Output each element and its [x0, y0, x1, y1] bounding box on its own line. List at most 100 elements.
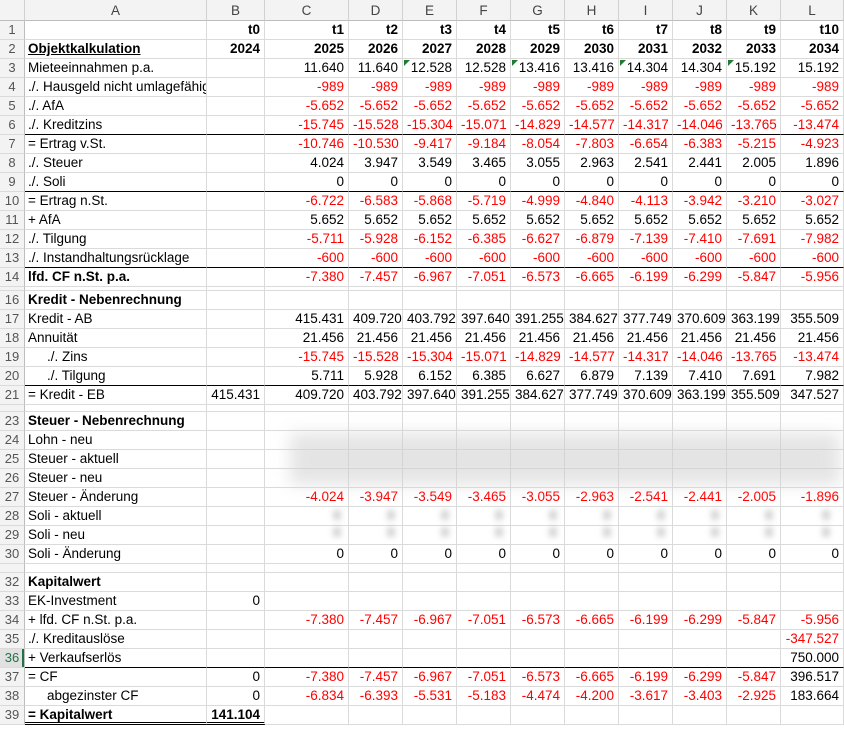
cell-K16[interactable]: [727, 291, 781, 310]
cell-D22[interactable]: [349, 405, 403, 412]
cell-I27[interactable]: -2.541: [619, 488, 673, 507]
cell-C37[interactable]: -7.380: [265, 668, 349, 687]
cell-G30[interactable]: 0: [511, 545, 565, 564]
cell-C2[interactable]: 2025: [265, 40, 349, 59]
cell-G39[interactable]: [511, 706, 565, 725]
cell-E21[interactable]: 397.640: [403, 386, 457, 405]
cell-J34[interactable]: -6.299: [673, 611, 727, 630]
cell-J9[interactable]: 0: [673, 173, 727, 192]
cell-F6[interactable]: -15.071: [457, 116, 511, 135]
cell-J12[interactable]: -7.410: [673, 230, 727, 249]
cell-I37[interactable]: -6.199: [619, 668, 673, 687]
cell-D31[interactable]: [349, 564, 403, 573]
cell-C13[interactable]: -600: [265, 249, 349, 268]
cell-L17[interactable]: 355.509: [781, 310, 844, 329]
cell-G33[interactable]: [511, 592, 565, 611]
cell-F2[interactable]: 2028: [457, 40, 511, 59]
cell-A14[interactable]: lfd. CF n.St. p.a.: [25, 268, 207, 287]
cell-D7[interactable]: -10.530: [349, 135, 403, 154]
cell-I4[interactable]: -989: [619, 78, 673, 97]
cell-I35[interactable]: [619, 630, 673, 649]
row-header-1[interactable]: 1: [0, 21, 25, 40]
cell-L4[interactable]: -989: [781, 78, 844, 97]
cell-G37[interactable]: -6.573: [511, 668, 565, 687]
cell-F29[interactable]: [457, 526, 511, 545]
cell-H27[interactable]: -2.963: [565, 488, 619, 507]
cell-H8[interactable]: 2.963: [565, 154, 619, 173]
cell-G17[interactable]: 391.255: [511, 310, 565, 329]
cell-J19[interactable]: -14.046: [673, 348, 727, 367]
cell-F12[interactable]: -6.385: [457, 230, 511, 249]
cell-H10[interactable]: -4.840: [565, 192, 619, 211]
cell-K21[interactable]: 355.509: [727, 386, 781, 405]
cell-I17[interactable]: 377.749: [619, 310, 673, 329]
cell-C34[interactable]: -7.380: [265, 611, 349, 630]
cell-J7[interactable]: -6.383: [673, 135, 727, 154]
cell-B19[interactable]: [207, 348, 265, 367]
cell-J23[interactable]: [673, 412, 727, 431]
cell-E33[interactable]: [403, 592, 457, 611]
cell-G7[interactable]: -8.054: [511, 135, 565, 154]
cell-L14[interactable]: -5.956: [781, 268, 844, 287]
column-header-D[interactable]: D: [349, 0, 403, 21]
cell-H22[interactable]: [565, 405, 619, 412]
cell-D28[interactable]: [349, 507, 403, 526]
cell-B2[interactable]: 2024: [207, 40, 265, 59]
cell-E27[interactable]: -3.549: [403, 488, 457, 507]
row-header-36[interactable]: 36: [0, 649, 25, 668]
cell-A7[interactable]: = Ertrag v.St.: [25, 135, 207, 154]
cell-B5[interactable]: [207, 97, 265, 116]
column-header-G[interactable]: G: [511, 0, 565, 21]
cell-J28[interactable]: [673, 507, 727, 526]
cell-C30[interactable]: 0: [265, 545, 349, 564]
cell-B33[interactable]: 0: [207, 592, 265, 611]
cell-D9[interactable]: 0: [349, 173, 403, 192]
cell-H7[interactable]: -7.803: [565, 135, 619, 154]
cell-C1[interactable]: t1: [265, 21, 349, 40]
column-header-J[interactable]: J: [673, 0, 727, 21]
cell-B35[interactable]: [207, 630, 265, 649]
cell-B26[interactable]: [207, 469, 265, 488]
cell-E7[interactable]: -9.417: [403, 135, 457, 154]
cell-A31[interactable]: [25, 564, 207, 573]
cell-D11[interactable]: 5.652: [349, 211, 403, 230]
cell-F13[interactable]: -600: [457, 249, 511, 268]
cell-L21[interactable]: 347.527: [781, 386, 844, 405]
cell-D23[interactable]: [349, 412, 403, 431]
cell-K1[interactable]: t9: [727, 21, 781, 40]
cell-H38[interactable]: -4.200: [565, 687, 619, 706]
cell-G22[interactable]: [511, 405, 565, 412]
row-header-6[interactable]: 6: [0, 116, 25, 135]
cell-H19[interactable]: -14.577: [565, 348, 619, 367]
cell-K3[interactable]: 15.192: [727, 59, 781, 78]
cell-B18[interactable]: [207, 329, 265, 348]
row-header-11[interactable]: 11: [0, 211, 25, 230]
cell-C27[interactable]: -4.024: [265, 488, 349, 507]
cell-G29[interactable]: [511, 526, 565, 545]
cell-H18[interactable]: 21.456: [565, 329, 619, 348]
cell-K31[interactable]: [727, 564, 781, 573]
cell-B34[interactable]: [207, 611, 265, 630]
cell-F11[interactable]: 5.652: [457, 211, 511, 230]
cell-F23[interactable]: [457, 412, 511, 431]
cell-F34[interactable]: -7.051: [457, 611, 511, 630]
cell-D34[interactable]: -7.457: [349, 611, 403, 630]
cell-E36[interactable]: [403, 649, 457, 668]
cell-C17[interactable]: 415.431: [265, 310, 349, 329]
cell-K6[interactable]: -13.765: [727, 116, 781, 135]
row-header-15[interactable]: [0, 287, 25, 291]
cell-K37[interactable]: -5.847: [727, 668, 781, 687]
cell-H14[interactable]: -6.665: [565, 268, 619, 287]
row-header-22[interactable]: [0, 405, 25, 412]
cell-A1[interactable]: [25, 21, 207, 40]
cell-H5[interactable]: -5.652: [565, 97, 619, 116]
cell-I9[interactable]: 0: [619, 173, 673, 192]
cell-A35[interactable]: ./. Kreditauslöse: [25, 630, 207, 649]
cell-C8[interactable]: 4.024: [265, 154, 349, 173]
cell-D3[interactable]: 11.640: [349, 59, 403, 78]
cell-C15[interactable]: [265, 287, 349, 291]
cell-F7[interactable]: -9.184: [457, 135, 511, 154]
cell-I34[interactable]: -6.199: [619, 611, 673, 630]
cell-L27[interactable]: -1.896: [781, 488, 844, 507]
cell-C32[interactable]: [265, 573, 349, 592]
